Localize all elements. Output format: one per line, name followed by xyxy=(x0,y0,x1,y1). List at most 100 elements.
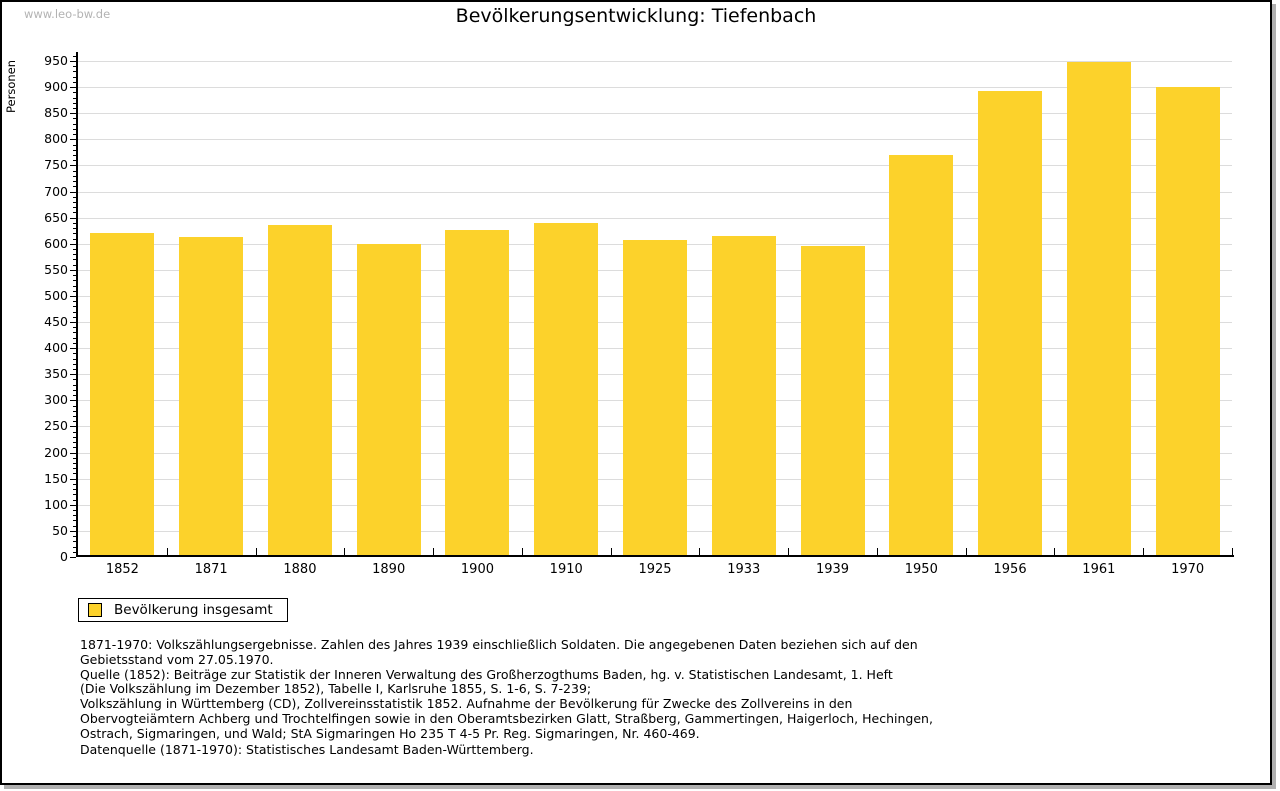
y-major-tick xyxy=(70,139,76,141)
y-minor-tick xyxy=(73,515,76,517)
y-minor-tick xyxy=(73,76,76,78)
y-minor-tick xyxy=(73,228,76,230)
y-minor-tick xyxy=(73,431,76,433)
y-major-tick xyxy=(70,504,76,506)
y-tick-label-50: 50 xyxy=(52,522,68,538)
y-minor-tick xyxy=(73,170,76,172)
y-major-tick xyxy=(70,557,76,558)
x-tick-label-1900: 1900 xyxy=(460,562,494,577)
y-minor-tick xyxy=(73,301,76,303)
y-tick-label-500: 500 xyxy=(44,287,68,303)
x-boundary-tick xyxy=(876,548,878,557)
y-minor-tick xyxy=(73,363,76,365)
y-minor-tick xyxy=(73,107,76,109)
y-tick-label-100: 100 xyxy=(44,496,68,512)
y-minor-tick xyxy=(73,379,76,381)
x-tick-label-1880: 1880 xyxy=(283,562,317,577)
y-tick-label-800: 800 xyxy=(44,131,68,147)
legend: Bevölkerung insgesamt xyxy=(78,598,288,622)
y-minor-tick xyxy=(73,280,76,282)
y-minor-tick xyxy=(73,525,76,527)
bar-1933[interactable] xyxy=(711,236,776,557)
bar-1910[interactable] xyxy=(534,222,599,557)
y-minor-tick xyxy=(73,342,76,344)
y-minor-tick xyxy=(73,489,76,491)
y-minor-tick xyxy=(73,546,76,548)
y-tick-label-250: 250 xyxy=(44,418,68,434)
bar-1900[interactable] xyxy=(445,229,510,557)
y-major-tick xyxy=(70,478,76,480)
y-major-tick xyxy=(70,191,76,193)
y-minor-tick xyxy=(73,473,76,475)
y-minor-tick xyxy=(73,160,76,162)
y-minor-tick xyxy=(73,306,76,308)
y-minor-tick xyxy=(73,118,76,120)
y-minor-tick xyxy=(73,123,76,125)
y-minor-tick xyxy=(73,207,76,209)
bar-1852[interactable] xyxy=(90,233,155,557)
y-minor-tick xyxy=(73,442,76,444)
bar-1970[interactable] xyxy=(1155,87,1220,557)
y-minor-tick xyxy=(73,196,76,198)
y-minor-tick xyxy=(73,410,76,412)
y-minor-tick xyxy=(73,102,76,104)
chart-area: 0 50 100 150 200 250 300 350 400 450 500 550 600 650 7… xyxy=(2,2,1270,783)
y-tick-label-400: 400 xyxy=(44,340,68,356)
y-minor-tick xyxy=(73,248,76,250)
y-minor-tick xyxy=(73,421,76,423)
bar-1950[interactable] xyxy=(889,154,954,557)
gridline-650 xyxy=(78,217,1232,219)
y-minor-tick xyxy=(73,358,76,360)
y-minor-tick xyxy=(73,134,76,136)
y-minor-tick xyxy=(73,436,76,438)
y-minor-tick xyxy=(73,290,76,292)
y-tick-label-600: 600 xyxy=(44,235,68,251)
y-tick-label-950: 950 xyxy=(44,53,68,68)
y-minor-tick xyxy=(73,405,76,407)
x-tick-label-1970: 1970 xyxy=(1171,562,1205,577)
bar-1925[interactable] xyxy=(623,240,687,557)
y-minor-tick xyxy=(73,483,76,485)
x-tick-label-1939: 1939 xyxy=(815,562,850,577)
y-minor-tick xyxy=(73,337,76,339)
bar-1871[interactable] xyxy=(179,236,244,557)
y-minor-tick xyxy=(73,463,76,465)
y-minor-tick xyxy=(73,327,76,329)
y-minor-tick xyxy=(73,416,76,418)
gridline-950 xyxy=(78,61,1232,62)
gridline-700 xyxy=(78,191,1232,193)
y-major-tick xyxy=(70,295,76,297)
y-major-tick xyxy=(70,426,76,428)
bar-1961[interactable] xyxy=(1066,62,1131,557)
y-minor-tick xyxy=(73,510,76,511)
legend-label: Bevölkerung insgesamt xyxy=(114,602,273,618)
y-minor-tick xyxy=(73,92,76,94)
bar-1880[interactable] xyxy=(267,225,332,557)
y-major-tick xyxy=(70,217,76,219)
y-minor-tick xyxy=(73,186,76,188)
bar-1956[interactable] xyxy=(978,90,1043,557)
y-minor-tick xyxy=(73,389,76,391)
bar-1939[interactable] xyxy=(800,245,865,557)
gridline-850 xyxy=(78,113,1232,115)
bar-1890[interactable] xyxy=(356,243,421,557)
y-minor-tick xyxy=(73,149,76,151)
x-boundary-tick xyxy=(344,548,346,557)
y-minor-tick xyxy=(73,395,76,397)
y-tick-label-700: 700 xyxy=(44,183,68,199)
y-minor-tick xyxy=(73,494,76,496)
y-tick-label-750: 750 xyxy=(44,157,68,173)
y-minor-tick xyxy=(73,201,76,203)
y-minor-tick xyxy=(73,81,76,83)
y-minor-tick xyxy=(73,275,76,277)
y-minor-tick xyxy=(73,128,76,130)
y-minor-tick xyxy=(73,212,76,214)
y-major-tick xyxy=(70,530,76,532)
x-tick-label-1852: 1852 xyxy=(105,562,139,577)
x-tick-label-1933: 1933 xyxy=(727,562,761,577)
footnote-text: 1871-1970: Volkszählungsergebnisse. Zahl… xyxy=(80,637,933,741)
x-boundary-tick xyxy=(166,548,168,557)
y-minor-tick xyxy=(73,457,76,459)
y-minor-tick xyxy=(73,536,76,538)
